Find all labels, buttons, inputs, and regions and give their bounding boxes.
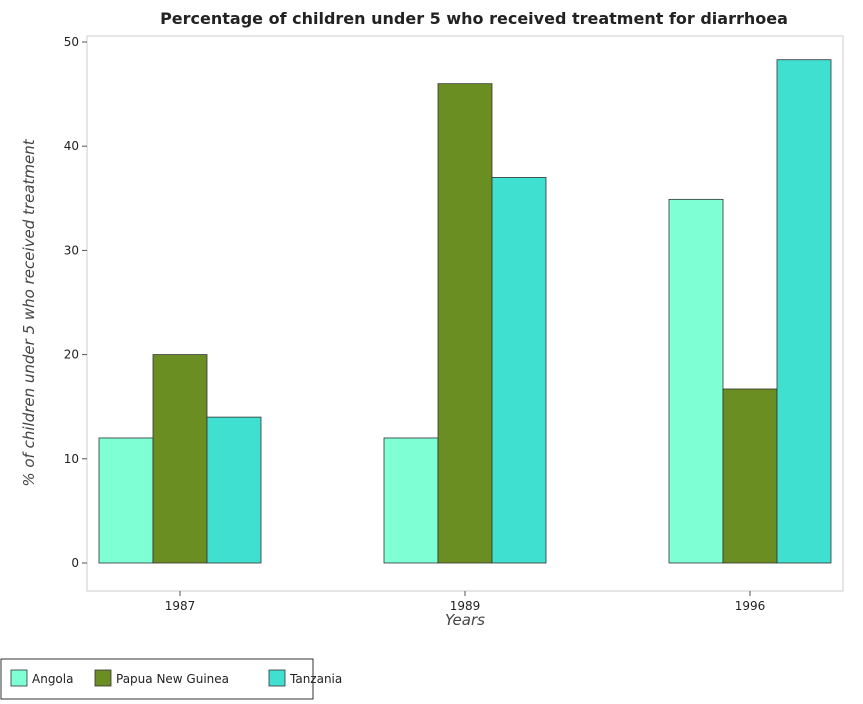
bar-papua-new-guinea-1989 bbox=[437, 83, 493, 564]
x-tick-label: 1989 bbox=[450, 599, 481, 613]
bar-angola-1989 bbox=[383, 437, 439, 564]
legend-swatch bbox=[94, 669, 112, 687]
y-tick-label: 10 bbox=[64, 452, 79, 466]
bar-tanzania-1996 bbox=[776, 59, 832, 564]
x-axis: 1987 1989 1996 bbox=[165, 591, 766, 613]
x-tick-label: 1996 bbox=[735, 599, 766, 613]
y-tick-label: 30 bbox=[64, 243, 79, 257]
legend-label: Angola bbox=[32, 672, 73, 686]
legend-box bbox=[0, 658, 314, 700]
legend-swatch bbox=[268, 669, 286, 687]
legend-label: Tanzania bbox=[289, 672, 342, 686]
y-tick-label: 50 bbox=[64, 35, 79, 49]
bar-papua-new-guinea-1987 bbox=[152, 354, 208, 564]
legend-label: Papua New Guinea bbox=[116, 672, 229, 686]
y-tick-label: 20 bbox=[64, 348, 79, 362]
legend-swatch bbox=[10, 669, 28, 687]
bar-angola-1996 bbox=[668, 198, 724, 564]
y-axis: 0 10 20 30 40 50 bbox=[64, 35, 87, 570]
bar-tanzania-1987 bbox=[206, 416, 262, 564]
x-tick-label: 1987 bbox=[165, 599, 196, 613]
bar-angola-1987 bbox=[98, 437, 154, 564]
bar-tanzania-1989 bbox=[491, 177, 547, 564]
chart-title: Percentage of children under 5 who recei… bbox=[160, 9, 788, 28]
y-tick-label: 0 bbox=[71, 556, 79, 570]
x-axis-title: Years bbox=[445, 611, 485, 629]
bar-papua-new-guinea-1996 bbox=[722, 388, 778, 564]
bars bbox=[98, 59, 832, 564]
y-tick-label: 40 bbox=[64, 139, 79, 153]
y-axis-title: % of children under 5 who received treat… bbox=[20, 138, 38, 486]
legend: Angola Papua New Guinea Tanzania bbox=[0, 658, 342, 700]
